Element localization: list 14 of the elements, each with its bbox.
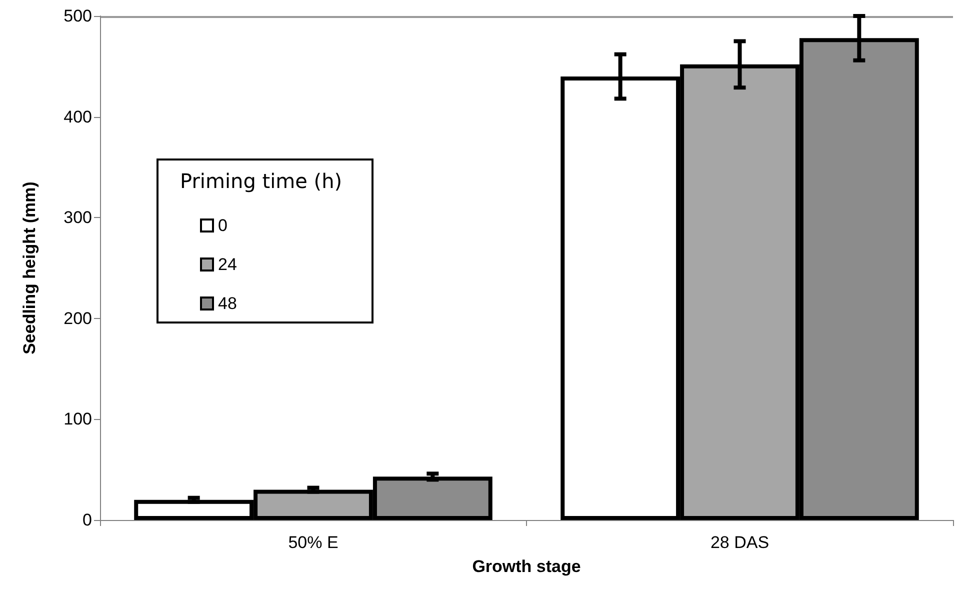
y-tick-label: 0: [82, 510, 92, 530]
x-tick-label: 28 DAS: [710, 533, 770, 552]
y-tick-label: 400: [64, 107, 92, 126]
legend-label: 24: [218, 255, 237, 274]
legend-label: 48: [218, 294, 237, 313]
x-tick-label: 50% E: [288, 533, 338, 552]
y-tick-label: 200: [64, 308, 92, 328]
y-tick-label: 500: [64, 6, 92, 26]
y-axis-title: Seedling height (mm): [20, 182, 39, 354]
y-tick-label: 300: [64, 208, 92, 228]
legend-title: Priming time (h): [180, 169, 342, 193]
y-tick-label: 100: [64, 410, 92, 429]
x-axis-title: Growth stage: [472, 557, 581, 576]
legend-label: 0: [218, 216, 228, 235]
